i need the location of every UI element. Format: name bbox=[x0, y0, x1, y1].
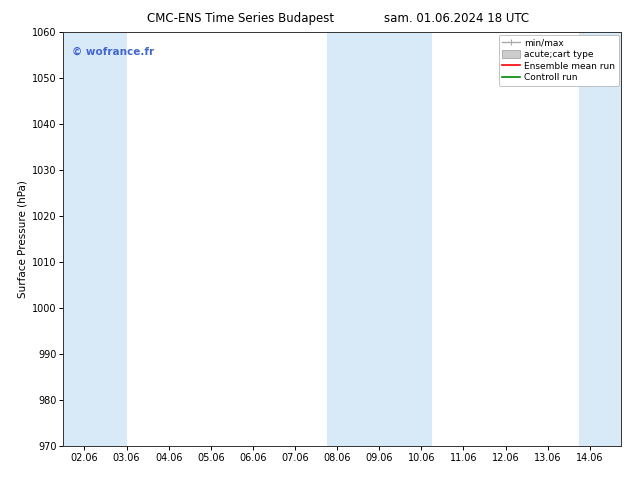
Bar bbox=[379, 32, 432, 446]
Bar bbox=[579, 32, 621, 446]
Y-axis label: Surface Pressure (hPa): Surface Pressure (hPa) bbox=[18, 180, 28, 298]
Text: © wofrance.fr: © wofrance.fr bbox=[72, 47, 154, 56]
Text: sam. 01.06.2024 18 UTC: sam. 01.06.2024 18 UTC bbox=[384, 12, 529, 25]
Text: CMC-ENS Time Series Budapest: CMC-ENS Time Series Budapest bbox=[147, 12, 335, 25]
Bar bbox=[63, 32, 127, 446]
Bar bbox=[327, 32, 379, 446]
Legend: min/max, acute;cart type, Ensemble mean run, Controll run: min/max, acute;cart type, Ensemble mean … bbox=[499, 35, 619, 86]
